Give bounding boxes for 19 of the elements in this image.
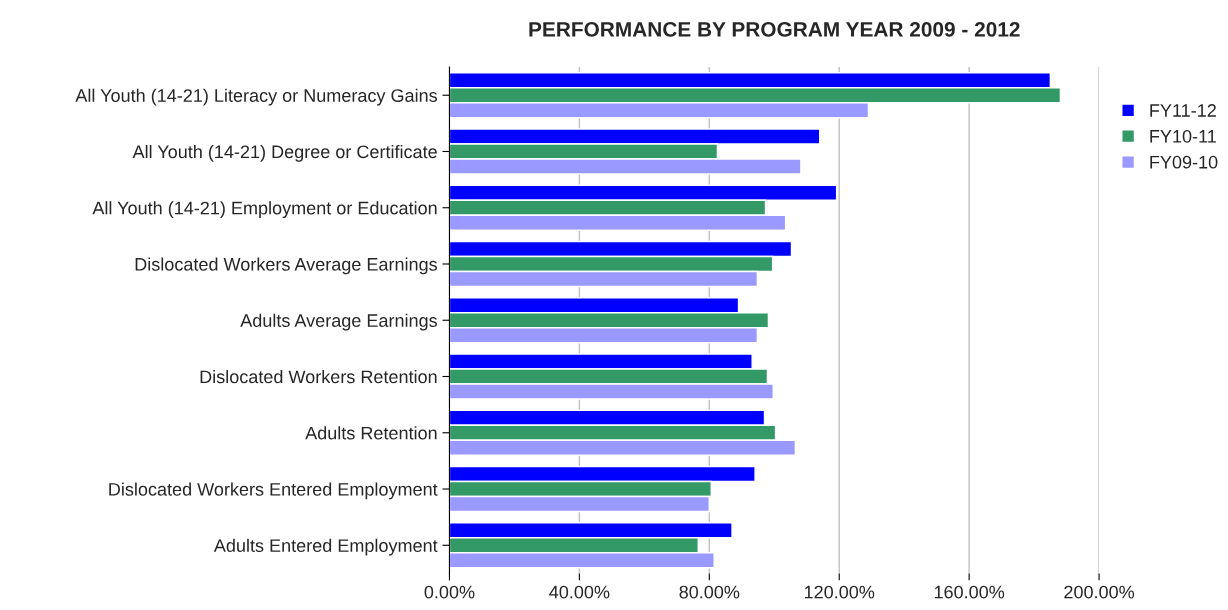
legend-label: FY11-12 [1150,104,1216,117]
x-tick-label: 120.00% [804,585,875,599]
legend-label: FY09-10 [1150,155,1218,169]
y-tick-label: Adults Entered Employment [213,538,438,556]
y-tick-label: Dislocated Workers Entered Employment [109,482,438,500]
x-tick-label: 80.00% [679,585,740,599]
y-tick-label: Adults Retention [305,426,437,440]
x-tick-label: 40.00% [549,585,610,599]
y-tick-label: Dislocated Workers Retention [200,369,437,384]
y-tick-label: All Youth (14-21) Employment or Education [92,201,437,219]
y-tick-label: All Youth (14-21) Degree or Certificate [132,144,437,162]
legend-label: FY10-11 [1150,129,1216,143]
x-tick-label: 160.00% [934,585,1005,599]
x-tick-label: 200.00% [1064,585,1135,599]
chart-title: PERFORMANCE BY PROGRAM YEAR 2009 - 2012 [529,22,1020,37]
x-tick-label: 0.00% [424,585,475,599]
y-tick-label: All Youth (14-21) Literacy or Numeracy Gains [75,88,438,106]
y-tick-label: Dislocated Workers Average Earnings [135,257,438,275]
y-tick-label: Adults Average Earnings [240,313,437,331]
